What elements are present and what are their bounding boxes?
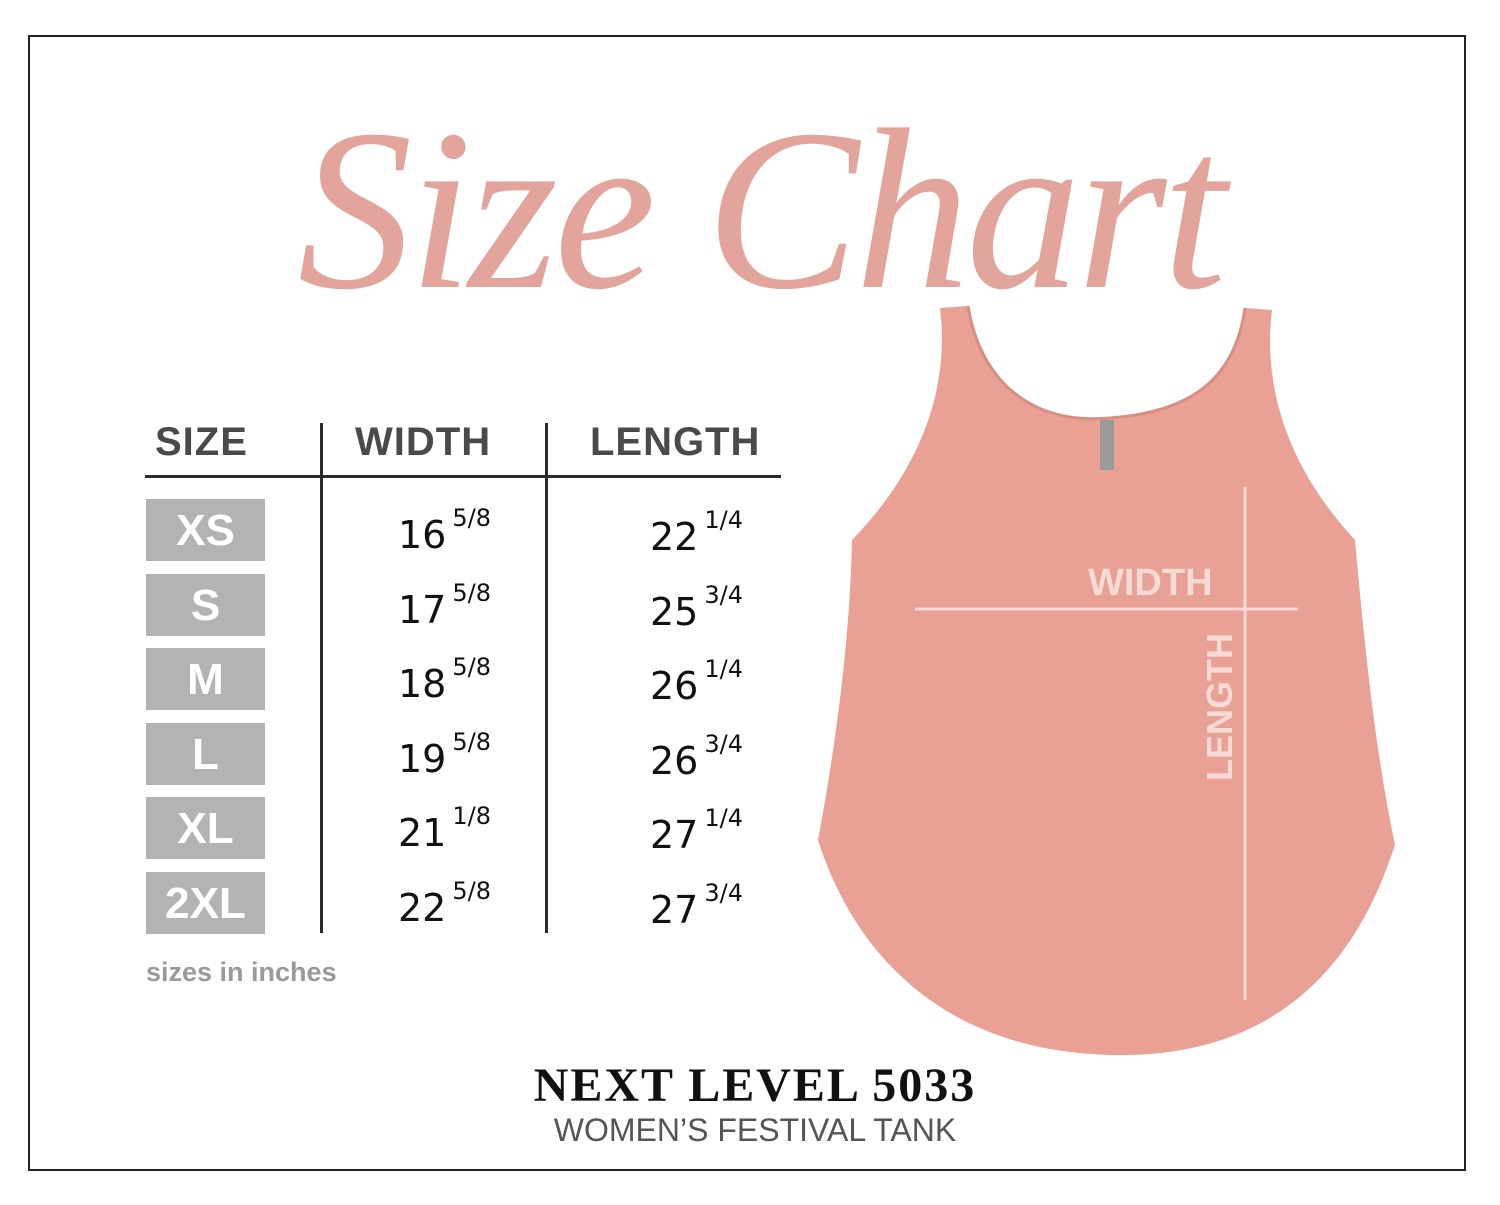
width-whole: 18 bbox=[398, 662, 447, 706]
width-whole: 19 bbox=[398, 736, 447, 781]
length-value: 27 3/4 bbox=[650, 879, 743, 932]
product-name: NEXT LEVEL 5033 bbox=[533, 1059, 977, 1112]
width-whole: 22 bbox=[398, 885, 447, 930]
width-value: 18 5/8 bbox=[398, 653, 491, 706]
length-value: 26 1/4 bbox=[650, 655, 743, 708]
size-badge: M bbox=[146, 648, 265, 710]
column-divider bbox=[545, 423, 548, 933]
length-whole: 25 bbox=[650, 589, 699, 634]
length-whole: 27 bbox=[650, 813, 699, 857]
chart-frame bbox=[28, 35, 1466, 1171]
header-width: WIDTH bbox=[355, 420, 492, 464]
size-badge: XL bbox=[146, 797, 265, 859]
length-fraction: 3/4 bbox=[704, 580, 743, 609]
width-fraction: 5/8 bbox=[452, 578, 491, 607]
size-badge: XS bbox=[146, 499, 265, 561]
width-value: 22 5/8 bbox=[398, 877, 491, 930]
length-fraction: 1/4 bbox=[704, 804, 743, 832]
width-fraction: 1/8 bbox=[452, 802, 491, 830]
size-badge: 2XL bbox=[146, 871, 265, 934]
width-whole: 21 bbox=[398, 811, 447, 855]
width-fraction: 5/8 bbox=[452, 876, 491, 905]
width-fraction: 5/8 bbox=[452, 653, 491, 681]
size-badge: S bbox=[146, 573, 265, 636]
length-label: LENGTH bbox=[1199, 633, 1240, 781]
width-whole: 17 bbox=[398, 587, 447, 632]
length-whole: 27 bbox=[650, 887, 699, 932]
length-value: 22 1/4 bbox=[650, 506, 743, 559]
product-subtitle: WOMEN’S FESTIVAL TANK bbox=[553, 1112, 957, 1148]
width-label: WIDTH bbox=[1088, 562, 1213, 604]
length-fraction: 3/4 bbox=[704, 729, 743, 758]
header-size: SIZE bbox=[155, 420, 248, 464]
width-value: 21 1/8 bbox=[398, 802, 491, 855]
neck-label bbox=[1100, 420, 1114, 470]
tank-body bbox=[818, 306, 1395, 1056]
header-divider bbox=[145, 475, 781, 478]
length-value: 26 3/4 bbox=[650, 730, 743, 783]
length-whole: 26 bbox=[650, 664, 699, 708]
length-fraction: 3/4 bbox=[704, 878, 743, 907]
width-whole: 16 bbox=[398, 513, 447, 557]
width-value: 17 5/8 bbox=[398, 579, 491, 632]
page-title: Size Chart bbox=[297, 82, 1227, 337]
width-value: 19 5/8 bbox=[398, 728, 491, 781]
units-note: sizes in inches bbox=[146, 957, 337, 987]
size-badge: L bbox=[146, 722, 265, 785]
header-length: LENGTH bbox=[590, 420, 761, 464]
length-fraction: 1/4 bbox=[704, 506, 743, 534]
width-fraction: 5/8 bbox=[452, 504, 491, 532]
width-value: 16 5/8 bbox=[398, 504, 491, 557]
length-value: 25 3/4 bbox=[650, 581, 743, 634]
length-fraction: 1/4 bbox=[704, 655, 743, 683]
tank-top-image bbox=[818, 305, 1395, 1056]
length-value: 27 1/4 bbox=[650, 804, 743, 857]
width-fraction: 5/8 bbox=[452, 727, 491, 756]
column-divider bbox=[320, 423, 323, 933]
length-whole: 22 bbox=[650, 515, 699, 559]
length-whole: 26 bbox=[650, 738, 699, 783]
